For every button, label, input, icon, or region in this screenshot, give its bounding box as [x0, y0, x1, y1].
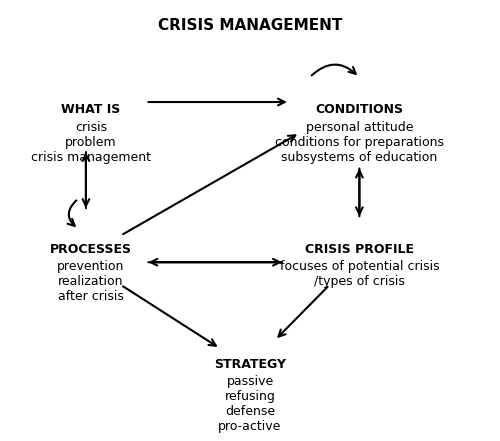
- Text: prevention
realization
after crisis: prevention realization after crisis: [57, 260, 124, 303]
- Text: CRISIS MANAGEMENT: CRISIS MANAGEMENT: [158, 18, 342, 33]
- Text: personal attitude
conditions for preparations
subsystems of education: personal attitude conditions for prepara…: [275, 120, 444, 164]
- Text: WHAT IS: WHAT IS: [62, 103, 120, 116]
- Text: crisis
problem
crisis management: crisis problem crisis management: [31, 120, 151, 164]
- Text: STRATEGY: STRATEGY: [214, 358, 286, 371]
- Text: passive
refusing
defense
pro-active: passive refusing defense pro-active: [218, 375, 282, 433]
- Text: CONDITIONS: CONDITIONS: [316, 103, 404, 116]
- Text: CRISIS PROFILE: CRISIS PROFILE: [305, 243, 414, 256]
- Text: PROCESSES: PROCESSES: [50, 243, 132, 256]
- Text: focuses of potential crisis
/types of crisis: focuses of potential crisis /types of cr…: [280, 260, 439, 288]
